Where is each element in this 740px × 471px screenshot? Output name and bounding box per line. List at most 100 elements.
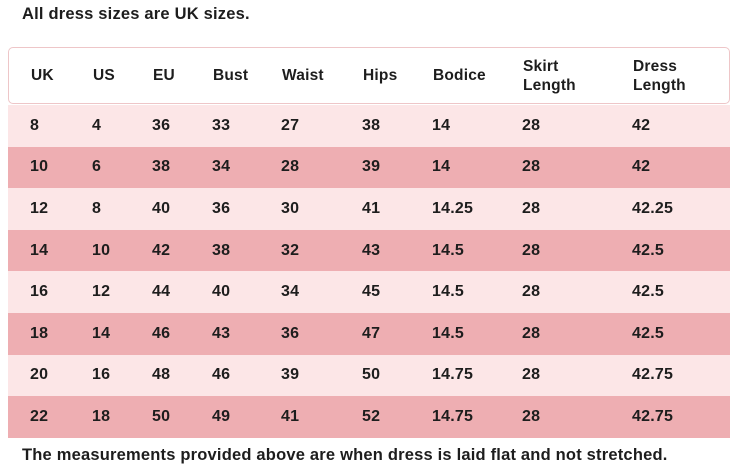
table-row: 22 18 50 49 41 52 14.75 28 42.75: [8, 396, 730, 438]
table-row: 18 14 46 43 36 47 14.5 28 42.5: [8, 312, 730, 355]
table-cell: 42.5: [632, 241, 664, 259]
table-row: 14 10 42 38 32 43 14.5 28 42.5: [8, 229, 730, 272]
table-cell: 12: [30, 199, 49, 217]
table-cell: 28: [522, 283, 541, 301]
table-cell: 16: [30, 283, 49, 301]
table-cell: 32: [281, 241, 300, 259]
table-cell: 42.75: [632, 407, 674, 425]
table-cell: 10: [92, 241, 111, 259]
table-cell: 40: [152, 199, 171, 217]
table-cell: 43: [362, 241, 381, 259]
header-cell: Bodice: [433, 66, 523, 85]
table-cell: 38: [152, 158, 171, 176]
table-cell: 42: [152, 241, 171, 259]
table-cell: 34: [281, 283, 300, 301]
table-cell: 28: [522, 324, 541, 342]
table-cell: 14.5: [432, 283, 464, 301]
table-cell: 8: [92, 199, 102, 217]
table-header-row: UK US EU Bust Waist Hips Bodice Skirt Length Dre…: [8, 47, 730, 104]
table-cell: 42.25: [632, 199, 674, 217]
table-cell: 36: [212, 199, 231, 217]
table-cell: 14.25: [432, 199, 474, 217]
table-cell: 49: [212, 407, 231, 425]
table-cell: 48: [152, 366, 171, 384]
size-chart-table: UK US EU Bust Waist Hips Bodice Skirt Length Dre…: [8, 47, 730, 438]
table-cell: 14.75: [432, 407, 474, 425]
header-cell-label: Hips: [363, 67, 398, 84]
table-cell: 39: [281, 366, 300, 384]
table-cell: 28: [522, 241, 541, 259]
header-cell-label: Waist: [282, 67, 324, 84]
table-cell: 42.75: [632, 366, 674, 384]
table-cell: 42: [632, 116, 651, 134]
table-cell: 4: [92, 116, 102, 134]
table-cell: 14: [432, 158, 451, 176]
table-cell: 16: [92, 366, 111, 384]
table-cell: 38: [362, 116, 381, 134]
table-cell: 42.5: [632, 324, 664, 342]
table-cell: 22: [30, 407, 49, 425]
table-cell: 20: [30, 366, 49, 384]
header-cell: Waist: [282, 66, 363, 85]
table-cell: 40: [212, 283, 231, 301]
table-cell: 28: [522, 407, 541, 425]
table-cell: 38: [212, 241, 231, 259]
table-cell: 14: [30, 241, 49, 259]
table-cell: 41: [362, 199, 381, 217]
table-cell: 45: [362, 283, 381, 301]
header-cell: Skirt Length: [523, 57, 633, 95]
header-cell: Hips: [363, 66, 433, 85]
header-cell-label: Skirt Length: [523, 57, 576, 94]
header-cell-label: Dress Length: [633, 57, 686, 94]
header-cell: US: [93, 66, 153, 85]
table-cell: 43: [212, 324, 231, 342]
header-cell-label: EU: [153, 67, 175, 84]
table-cell: 33: [212, 116, 231, 134]
table-cell: 52: [362, 407, 381, 425]
table-cell: 14.5: [432, 241, 464, 259]
table-row: 10 6 38 34 28 39 14 28 42: [8, 146, 730, 189]
table-cell: 50: [152, 407, 171, 425]
table-cell: 8: [30, 116, 40, 134]
header-cell-label: US: [93, 67, 115, 84]
table-cell: 28: [522, 366, 541, 384]
table-cell: 28: [522, 199, 541, 217]
table-cell: 46: [152, 324, 171, 342]
header-cell: Dress Length: [633, 57, 729, 95]
table-cell: 36: [152, 116, 171, 134]
table-cell: 28: [522, 158, 541, 176]
header-cell: EU: [153, 66, 213, 85]
table-row: 12 8 40 36 30 41 14.25 28 42.25: [8, 188, 730, 230]
table-row: 8 4 36 33 27 38 14 28 42: [8, 105, 730, 147]
header-cell-label: UK: [31, 67, 54, 84]
table-cell: 12: [92, 283, 111, 301]
table-cell: 47: [362, 324, 381, 342]
header-cell-label: Bust: [213, 67, 249, 84]
table-cell: 50: [362, 366, 381, 384]
table-cell: 41: [281, 407, 300, 425]
table-cell: 18: [92, 407, 111, 425]
table-cell: 30: [281, 199, 300, 217]
table-cell: 42.5: [632, 283, 664, 301]
table-cell: 14: [92, 324, 111, 342]
table-row: 16 12 44 40 34 45 14.5 28 42.5: [8, 271, 730, 313]
table-cell: 14: [432, 116, 451, 134]
table-cell: 36: [281, 324, 300, 342]
header-cell-label: Bodice: [433, 67, 486, 84]
table-cell: 28: [522, 116, 541, 134]
table-cell: 6: [92, 158, 102, 176]
table-cell: 14.5: [432, 324, 464, 342]
page-title: All dress sizes are UK sizes.: [22, 5, 250, 23]
header-cell: UK: [31, 66, 93, 85]
table-cell: 14.75: [432, 366, 474, 384]
footnote: The measurements provided above are when…: [22, 446, 668, 464]
table-cell: 44: [152, 283, 171, 301]
table-cell: 10: [30, 158, 49, 176]
table-cell: 27: [281, 116, 300, 134]
table-body: 8 4 36 33 27 38 14 28 42 10 6 38 34 28 39 14 28 42 12 8 40 36…: [8, 105, 730, 438]
table-cell: 46: [212, 366, 231, 384]
table-cell: 34: [212, 158, 231, 176]
header-cell: Bust: [213, 66, 282, 85]
table-cell: 18: [30, 324, 49, 342]
